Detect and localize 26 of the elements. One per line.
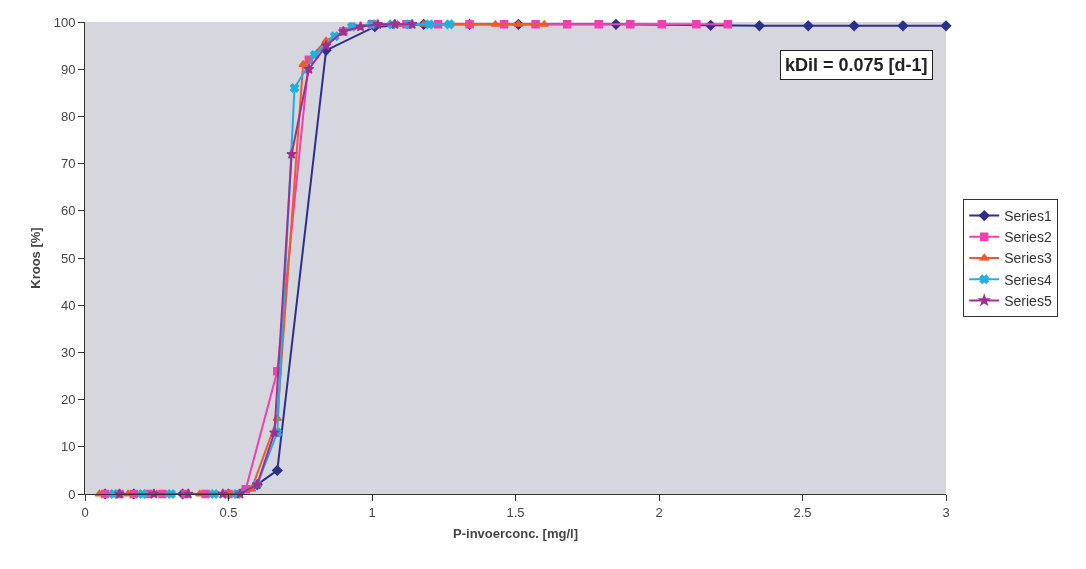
- x-tick-label: 2: [655, 504, 663, 520]
- y-tick-label: 40: [60, 297, 76, 313]
- legend-label: Series3: [1004, 250, 1052, 267]
- y-tick-label: 90: [60, 61, 76, 77]
- legend-label: Series4: [1004, 271, 1052, 288]
- y-axis-title: Kroos [%]: [27, 227, 43, 289]
- legend-label: Series5: [1004, 292, 1052, 309]
- y-tick-label: 100: [53, 14, 76, 30]
- x-tick-label: 2.5: [793, 504, 812, 520]
- x-tick-label: 1.5: [506, 504, 525, 520]
- y-tick-label: 30: [60, 344, 76, 360]
- y-tick-label: 0: [68, 486, 76, 502]
- x-tick-label: 1: [368, 504, 376, 520]
- annotation: kDil = 0.075 [d-1]: [785, 55, 928, 75]
- y-tick-label: 60: [60, 203, 76, 219]
- legend-label: Series2: [1004, 229, 1052, 246]
- x-tick-label: 0: [81, 504, 89, 520]
- x-tick-label: 3: [942, 504, 950, 520]
- legend-label: Series1: [1004, 208, 1052, 225]
- y-tick-label: 20: [60, 392, 76, 408]
- x-axis-title: P-invoerconc. [mg/l]: [453, 526, 578, 542]
- y-tick-label: 50: [60, 250, 76, 266]
- y-tick-label: 10: [60, 439, 76, 455]
- y-tick-label: 80: [60, 108, 76, 124]
- y-tick-label: 70: [60, 156, 76, 172]
- x-tick-label: 0.5: [219, 504, 238, 520]
